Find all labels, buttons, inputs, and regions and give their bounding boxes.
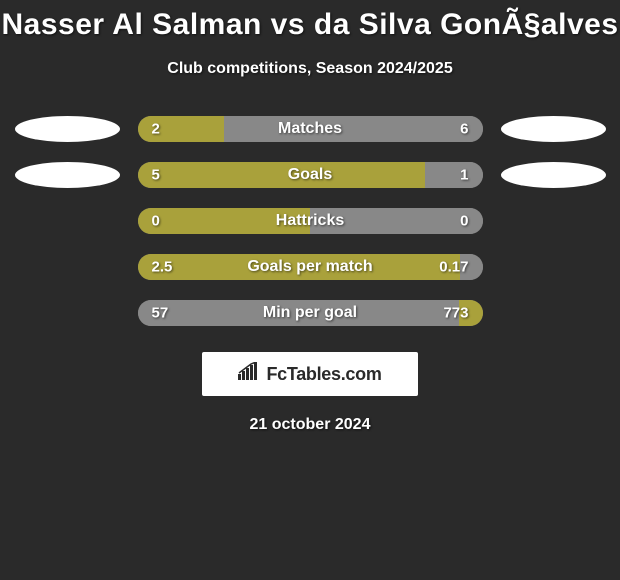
stat-value-left: 2.5: [152, 259, 173, 276]
stat-label: Hattricks: [276, 212, 344, 230]
stat-row: 5 1 Goals: [0, 162, 620, 188]
player-oval-left: [15, 162, 120, 188]
page-title: Nasser Al Salman vs da Silva GonÃ§alves: [0, 8, 620, 42]
brand-badge: FcTables.com: [202, 352, 418, 396]
bar-segment-right: [224, 116, 483, 142]
stat-value-right: 0: [460, 213, 468, 230]
stat-label: Min per goal: [263, 304, 357, 322]
stat-value-left: 5: [152, 167, 160, 184]
stats-container: Nasser Al Salman vs da Silva GonÃ§alves …: [0, 0, 620, 434]
date-label: 21 october 2024: [0, 416, 620, 434]
stat-value-left: 0: [152, 213, 160, 230]
stat-label: Matches: [278, 120, 342, 138]
stat-bar: 0 0 Hattricks: [138, 208, 483, 234]
player-oval-left: [15, 116, 120, 142]
bar-chart-icon: [238, 362, 260, 387]
stat-value-right: 0.17: [439, 259, 468, 276]
stat-row: 57 773 Min per goal: [0, 300, 620, 326]
stat-value-right: 1: [460, 167, 468, 184]
player-oval-right: [501, 116, 606, 142]
stat-label: Goals per match: [247, 258, 372, 276]
page-subtitle: Club competitions, Season 2024/2025: [0, 60, 620, 78]
stat-row: 2 6 Matches: [0, 116, 620, 142]
stat-value-right: 6: [460, 121, 468, 138]
brand-text: FcTables.com: [266, 364, 381, 385]
player-oval-right: [501, 162, 606, 188]
stat-row: 2.5 0.17 Goals per match: [0, 254, 620, 280]
stat-label: Goals: [288, 166, 332, 184]
bar-segment-left: [138, 162, 425, 188]
bar-segment-left: [138, 116, 224, 142]
stat-row: 0 0 Hattricks: [0, 208, 620, 234]
stat-bar: 5 1 Goals: [138, 162, 483, 188]
stat-bar: 2 6 Matches: [138, 116, 483, 142]
stat-value-left: 2: [152, 121, 160, 138]
stat-value-right: 773: [443, 305, 468, 322]
stat-rows: 2 6 Matches 5 1 Goals 0 0 Hattricks 2.5 0.17 Goals …: [0, 116, 620, 326]
stat-bar: 2.5 0.17 Goals per match: [138, 254, 483, 280]
stat-value-left: 57: [152, 305, 169, 322]
bar-segment-right: [425, 162, 483, 188]
stat-bar: 57 773 Min per goal: [138, 300, 483, 326]
